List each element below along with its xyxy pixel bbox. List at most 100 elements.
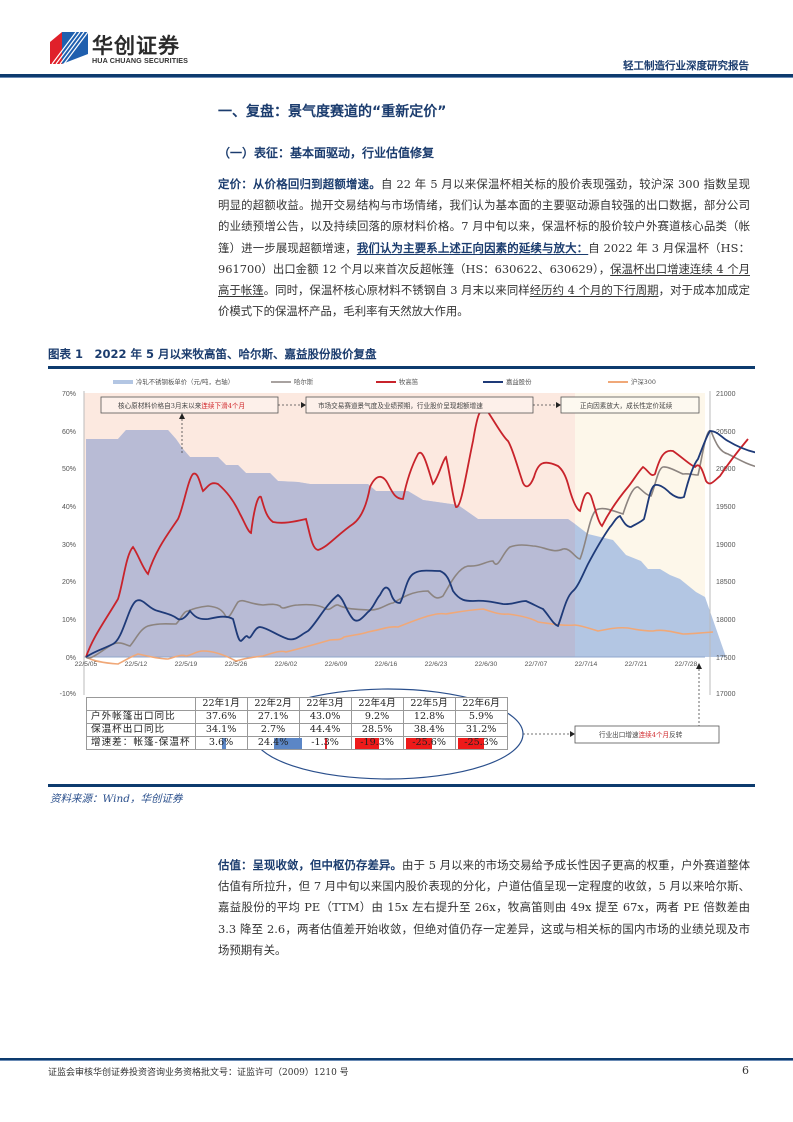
databar-positive [221,738,226,749]
underlined-text: 保温杯出口增速连续 4 个月高于帐篷 [218,261,750,298]
svg-text:22/7/28: 22/7/28 [675,661,698,668]
figure-bottom-rule [48,784,755,787]
figure-top-rule [48,366,755,369]
table-header-cell: 22年5月 [402,697,456,711]
databar-negative [405,738,432,749]
mugaodi-line [85,409,749,658]
table-row: 户外帐篷出口同比 37.6% 27.1% 43.0% 9.2% 12.8% 5.… [86,710,508,724]
table-cell: 31.2% [454,723,508,737]
row-label: 保温杯出口同比 [86,723,196,737]
table-cell: 28.5% [350,723,404,737]
svg-text:22/5/12: 22/5/12 [125,661,148,668]
figure-source: 资料来源：Wind，华创证券 [50,793,183,805]
export-growth-table: 22年1月 22年2月 22年3月 22年4月 22年5月 22年6月 户外帐篷… [86,697,508,750]
figure-title: 图表 1 2022 年 5 月以来牧高笛、哈尔斯、嘉益股份股价复盘 [48,347,377,361]
table-cell-databar: -19.3% [350,736,404,750]
svg-text:20500: 20500 [716,429,736,436]
svg-text:22/7/21: 22/7/21 [625,661,648,668]
table-header-cell: 22年1月 [194,697,248,711]
legend-swatch-steel [113,380,133,384]
table-cell-databar: 3.6% [194,736,248,750]
valuation-paragraph: 估值：呈现收敛，但中枢仍存差异。由于 5 月以来的市场交易给予成长性因子更高的权… [218,855,750,961]
table-cell-databar: -25.6% [402,736,456,750]
paragraph-lead: 估值：呈现收敛，但中枢仍存差异。 [218,858,402,872]
svg-text:40%: 40% [62,504,76,511]
databar-negative [354,738,379,749]
svg-text:70%: 70% [62,391,76,398]
phase-annotations: 核心原材料价格自3月末以来连续下滑4个月 市场交易赛道景气度及业绩预期，行业股价… [100,396,720,744]
brand-name-en: HUA CHUANG SECURITIES [92,56,189,65]
hs300-line [85,608,714,665]
stock-price-chart: 70% 60% 50% 40% 30% 20% 10% 0% -10% 2100… [48,369,755,784]
databar-negative [457,738,484,749]
table-row: 保温杯出口同比 34.1% 2.7% 44.4% 28.5% 38.4% 31.… [86,723,508,737]
table-row: 增速差：帐篷-保温杯 3.6% 24.4% -1.3% -19.3% -25.6… [86,736,508,750]
svg-text:22/6/16: 22/6/16 [375,661,398,668]
svg-text:19000: 19000 [716,542,736,549]
databar-negative [324,738,327,749]
svg-text:-10%: -10% [60,691,76,698]
paragraph-text: ，对于成本加成定价模式下的保温杯产品，毛利率有天然放大作用。 [218,283,750,319]
row-label: 户外帐篷出口同比 [86,710,196,724]
table-cell-databar: -25.3% [454,736,508,750]
table-cell-databar: 24.4% [246,736,302,750]
table-header-cell: 22年6月 [454,697,508,711]
svg-text:18000: 18000 [716,617,736,624]
databar-positive [273,738,302,749]
table-cell: 5.9% [454,710,508,724]
annotation-box-4 [574,725,720,744]
annotation-box-1-text: 核心原材料价格自3月末以来连续下滑4个月 [118,401,245,410]
paragraph-text: 自 2022 年 3 月保温杯（HS：961700）出口金额 12 个月以来首次… [218,240,750,276]
svg-text:22/5/05: 22/5/05 [75,661,98,668]
svg-text:22/5/26: 22/5/26 [225,661,248,668]
svg-text:17000: 17000 [716,691,736,698]
paragraph-lead: 定价：从价格回归到超额增速。 [218,177,381,191]
table-header-cell: 22年2月 [246,697,300,711]
table-cell: 2.7% [246,723,300,737]
subsection-heading: （一）表征：基本面驱动，行业估值修复 [218,146,435,160]
legend-label-steel: 冷轧不锈钢板单价（元/吨，右轴） [136,377,234,386]
svg-text:22/7/07: 22/7/07 [525,661,548,668]
svg-text:22/6/23: 22/6/23 [425,661,448,668]
table-cell: 43.0% [298,710,352,724]
legend-label-haers: 哈尔斯 [294,377,314,386]
right-axis-ticks: 21000 20500 20000 19500 19000 18500 1800… [716,391,736,698]
svg-text:18500: 18500 [716,579,736,586]
annotation-box-4-text: 行业出口增速连续4个月反转 [599,730,683,739]
brand-logo: 华创证券 HUA CHUANG SECURITIES [50,30,200,66]
svg-text:17500: 17500 [716,655,736,662]
pricing-paragraph: 定价：从价格回归到超额增速。自 22 年 5 月以来保温杯相关标的股价表现强劲，… [218,174,750,322]
jiayi-line [85,430,755,658]
row-label: 增速差：帐篷-保温杯 [86,736,196,750]
table-header-cell [86,697,196,711]
page-number: 6 [742,1064,749,1077]
table-header-cell: 22年3月 [298,697,352,711]
svg-text:30%: 30% [62,542,76,549]
table-cell: 34.1% [194,723,248,737]
brand-name-cn: 华创证券 [92,34,180,58]
x-axis-ticks: 22/5/05 22/5/12 22/5/19 22/5/26 22/6/02 … [75,661,698,668]
table-cell: 38.4% [402,723,456,737]
table-cell-databar: -1.3% [298,736,352,750]
chart-canvas: 70% 60% 50% 40% 30% 20% 10% 0% -10% 2100… [60,377,755,780]
logo-mark-icon [50,32,88,64]
table-cell: 12.8% [402,710,456,724]
table-cell: 9.2% [350,710,404,724]
svg-text:22/6/30: 22/6/30 [475,661,498,668]
table-cell: 37.6% [194,710,248,724]
table-cell: 44.4% [298,723,352,737]
report-type: 轻工制造行业深度研究报告 [623,60,749,72]
svg-text:22/6/09: 22/6/09 [325,661,348,668]
annotation-box-2-text: 市场交易赛道景气度及业绩预期，行业股价呈现超额增速 [318,401,483,410]
svg-text:20000: 20000 [716,466,736,473]
header-divider [0,74,793,78]
license-statement: 证监会审核华创证券投资咨询业务资格批文号：证监许可（2009）1210 号 [48,1068,349,1078]
left-axis-ticks: 70% 60% 50% 40% 30% 20% 10% 0% -10% [60,391,76,698]
svg-text:22/6/02: 22/6/02 [275,661,298,668]
annotation-box-3-text: 正向因素放大，成长性定价延续 [580,401,673,410]
annotation-box-3 [560,396,700,414]
footer-divider [0,1058,793,1061]
table-cell: 27.1% [246,710,300,724]
section-heading: 一、复盘：景气度赛道的“重新定价” [218,104,447,120]
svg-text:21000: 21000 [716,391,736,398]
